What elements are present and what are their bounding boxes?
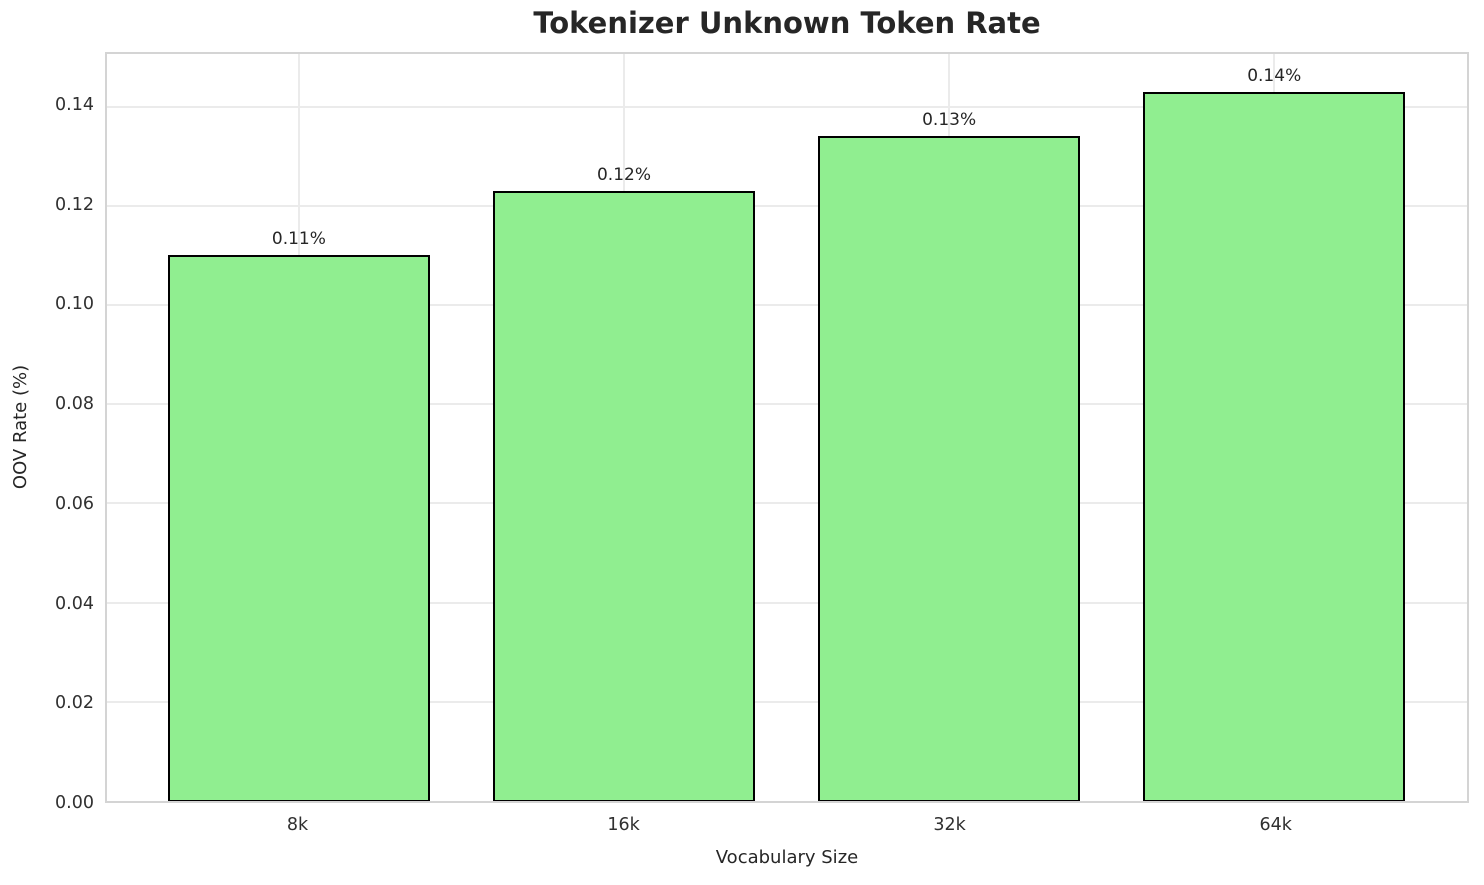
- h-gridline: [107, 601, 1467, 604]
- bar-16k: [492, 190, 756, 801]
- bar-64k: [1143, 91, 1406, 801]
- bar-32k: [818, 136, 1081, 801]
- x-tick-label: 32k: [933, 815, 966, 835]
- y-axis-ticks: 0.00 0.02 0.04 0.06 0.08 0.10 0.12 0.14: [0, 52, 94, 813]
- bar-8k: [167, 255, 430, 801]
- x-axis-ticks: 8k 16k 32k 64k: [105, 815, 1469, 841]
- x-tick-label: 8k: [286, 815, 309, 835]
- chart-title: Tokenizer Unknown Token Rate: [533, 6, 1041, 40]
- bar-value-label: 0.13%: [922, 110, 977, 131]
- h-gridline: [107, 204, 1467, 207]
- y-tick-label: 0.02: [55, 693, 94, 714]
- h-gridline: [107, 700, 1467, 703]
- h-gridline: [107, 303, 1467, 306]
- y-tick-label: 0.06: [55, 493, 94, 514]
- y-tick-label: 0.10: [55, 294, 94, 315]
- h-gridline: [107, 403, 1467, 406]
- bar-value-label: 0.11%: [271, 229, 326, 250]
- bar-value-label: 0.12%: [596, 164, 652, 185]
- h-gridline: [107, 502, 1467, 505]
- y-tick-label: 0.12: [55, 194, 94, 215]
- x-axis-label: Vocabulary Size: [715, 847, 859, 868]
- y-tick-label: 0.04: [55, 593, 94, 614]
- y-tick-label: 0.14: [55, 94, 94, 115]
- x-tick-label: 64k: [1259, 815, 1292, 835]
- x-tick-label: 16k: [607, 815, 640, 835]
- y-tick-label: 0.00: [55, 793, 94, 813]
- bar-value-label: 0.14%: [1247, 65, 1302, 86]
- h-gridline: [107, 105, 1467, 108]
- plot-area: 0.11% 0.12% 0.13% 0.14%: [105, 52, 1469, 803]
- y-tick-label: 0.08: [55, 394, 94, 415]
